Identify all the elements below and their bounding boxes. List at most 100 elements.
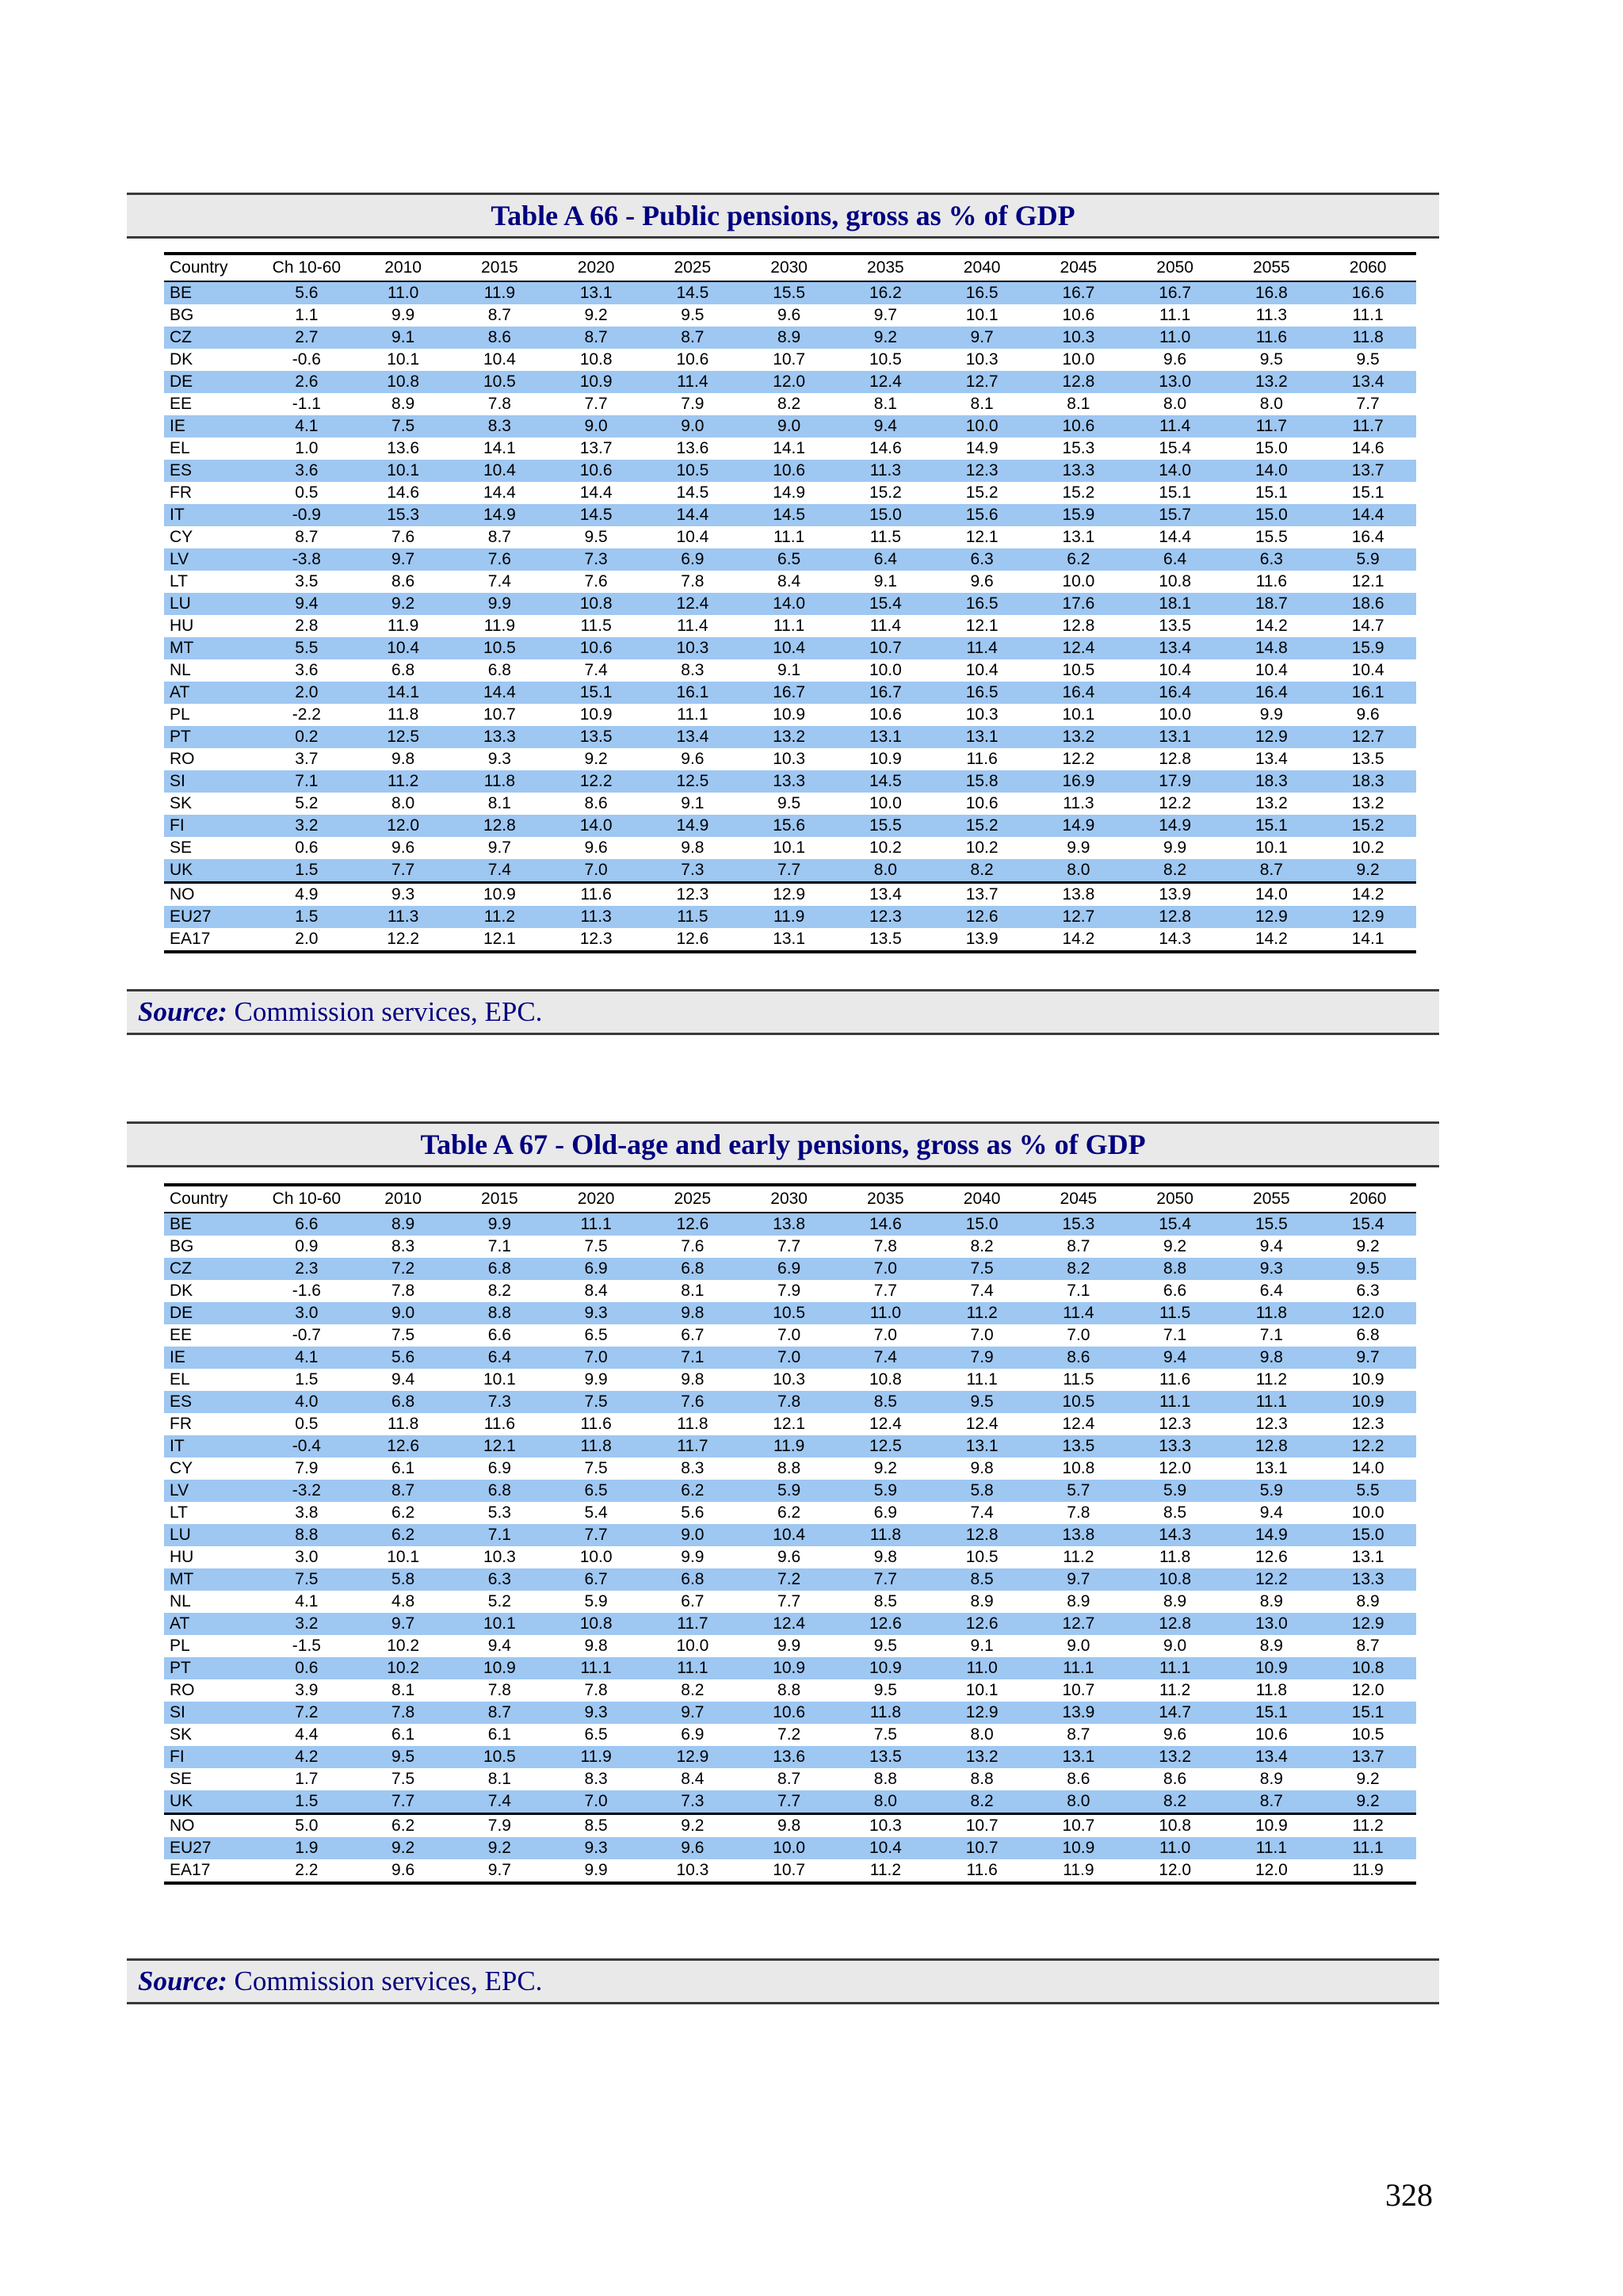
value-cell: 8.0 <box>873 1792 897 1810</box>
value-cell: 11.6 <box>580 885 612 904</box>
value-cell: 16.8 <box>1254 284 1288 302</box>
column-header: 2040 <box>963 1190 1001 1208</box>
value-cell: 10.9 <box>773 705 806 724</box>
value-cell: 6.4 <box>873 550 897 568</box>
value-cell: 9.2 <box>391 594 415 613</box>
value-cell: 13.4 <box>869 885 902 904</box>
value-cell: 9.4 <box>873 417 897 435</box>
value-cell: 8.2 <box>681 1681 705 1699</box>
value-cell: 12.6 <box>965 907 999 926</box>
value-cell: 7.8 <box>584 1681 608 1699</box>
value-cell: 17.9 <box>1159 772 1192 790</box>
value-cell: 10.9 <box>869 1659 902 1677</box>
column-header: 2010 <box>384 1190 422 1208</box>
value-cell: 16.4 <box>1062 683 1095 701</box>
value-cell: 14.1 <box>773 439 806 457</box>
country-cell: IT <box>170 1437 185 1455</box>
value-cell: 1.5 <box>295 907 319 926</box>
value-cell: 12.0 <box>1351 1681 1384 1699</box>
value-cell: 7.4 <box>487 572 511 590</box>
value-cell: 14.1 <box>387 683 420 701</box>
value-cell: 10.5 <box>1062 661 1095 679</box>
value-cell: 9.9 <box>391 306 415 324</box>
value-cell: 12.0 <box>773 372 806 391</box>
value-cell: -3.2 <box>292 1481 321 1499</box>
value-cell: 8.1 <box>391 1681 415 1699</box>
value-cell: 5.0 <box>295 1817 319 1835</box>
table-row: CY 8.7 7.6 8.7 9.5 10.4 11.1 11.5 12.1 13.1 14.4 15… <box>164 526 1416 548</box>
value-cell: 11.7 <box>677 1614 708 1633</box>
table-row: AT 2.0 14.1 14.4 15.1 16.1 16.7 16.7 16.5 16.4 16.… <box>164 682 1416 704</box>
country-cell: LT <box>170 572 188 590</box>
value-cell: 6.1 <box>391 1459 415 1477</box>
value-cell: 11.1 <box>1063 1659 1094 1677</box>
value-cell: 13.9 <box>965 930 999 948</box>
value-cell: 11.8 <box>483 772 516 790</box>
value-cell: 8.7 <box>1259 1792 1283 1810</box>
value-cell: 0.9 <box>295 1237 319 1255</box>
country-cell: NL <box>170 661 191 679</box>
value-cell: 11.5 <box>1159 1304 1191 1322</box>
value-cell: 12.5 <box>387 728 420 746</box>
value-cell: 15.5 <box>1254 1215 1288 1233</box>
value-cell: 9.5 <box>584 528 608 546</box>
value-cell: 12.4 <box>676 594 709 613</box>
value-cell: 13.4 <box>676 728 709 746</box>
value-cell: 8.8 <box>777 1459 801 1477</box>
value-cell: 6.7 <box>584 1570 608 1588</box>
value-cell: 8.5 <box>970 1570 994 1588</box>
value-cell: 10.9 <box>1062 1839 1095 1857</box>
value-cell: 13.2 <box>965 1748 999 1766</box>
value-cell: 10.0 <box>676 1637 709 1655</box>
value-cell: 14.2 <box>1254 930 1288 948</box>
table-row: DK -0.6 10.1 10.4 10.8 10.6 10.7 10.5 10.3 10.0 9.… <box>164 349 1416 371</box>
value-cell: 2.6 <box>295 372 319 391</box>
table-row: LU 8.8 6.2 7.1 7.7 9.0 10.4 11.8 12.8 13.8 14.3 14.… <box>164 1524 1416 1546</box>
value-cell: 9.4 <box>1163 1348 1187 1366</box>
value-cell: 7.5 <box>391 1326 415 1344</box>
value-cell: 6.8 <box>681 1570 705 1588</box>
table-row: EE -1.1 8.9 7.8 7.7 7.9 8.2 8.1 8.1 8.1 8.0 8.0 7.7 <box>164 393 1416 415</box>
value-cell: 10.5 <box>483 372 516 391</box>
table-row: LV -3.8 9.7 7.6 7.3 6.9 6.5 6.4 6.3 6.2 6.4 6.3 5.9 <box>164 548 1416 571</box>
country-cell: RO <box>170 1681 195 1699</box>
value-cell: 9.6 <box>391 1861 415 1879</box>
value-cell: 13.0 <box>1254 1614 1288 1633</box>
table-a66-title: Table A 66 - Public pensions, gross as %… <box>491 200 1075 231</box>
value-cell: 10.2 <box>965 839 999 857</box>
value-cell: 9.6 <box>777 306 801 324</box>
value-cell: 8.6 <box>487 328 511 346</box>
value-cell: 8.2 <box>1163 1792 1187 1810</box>
value-cell: 8.3 <box>584 1770 608 1788</box>
value-cell: 7.5 <box>584 1237 608 1255</box>
column-header: 2020 <box>577 1190 615 1208</box>
table-row: EL 1.0 13.6 14.1 13.7 13.6 14.1 14.6 14.9 15.3 15.… <box>164 437 1416 460</box>
value-cell: 7.4 <box>970 1503 994 1522</box>
value-cell: 10.8 <box>387 372 420 391</box>
value-cell: 14.0 <box>773 594 806 613</box>
value-cell: 10.7 <box>1062 1681 1095 1699</box>
value-cell: 7.9 <box>777 1282 801 1300</box>
value-cell: 8.2 <box>970 1237 994 1255</box>
value-cell: 9.8 <box>1259 1348 1283 1366</box>
value-cell: 14.9 <box>676 816 709 835</box>
country-cell: NO <box>170 1817 195 1835</box>
value-cell: 15.9 <box>1062 506 1095 524</box>
country-cell: HU <box>170 617 194 635</box>
table-row: NL 3.6 6.8 6.8 7.4 8.3 9.1 10.0 10.4 10.5 10.4 10.4… <box>164 659 1416 682</box>
value-cell: 15.1 <box>1254 483 1288 502</box>
value-cell: 7.3 <box>584 550 608 568</box>
country-cell: PT <box>170 728 191 746</box>
country-cell: DE <box>170 372 193 391</box>
value-cell: 14.4 <box>1351 506 1384 524</box>
value-cell: 9.2 <box>1356 1237 1380 1255</box>
value-cell: 11.1 <box>580 1659 612 1677</box>
value-cell: 6.5 <box>777 550 801 568</box>
value-cell: 10.0 <box>1062 350 1095 369</box>
value-cell: 8.7 <box>1259 861 1283 879</box>
value-cell: 13.2 <box>1062 728 1095 746</box>
value-cell: 12.1 <box>1351 572 1384 590</box>
table-row: BE 6.6 8.9 9.9 11.1 12.6 13.8 14.6 15.0 15.3 15.4 1… <box>164 1213 1416 1236</box>
value-cell: 12.2 <box>1254 1570 1288 1588</box>
